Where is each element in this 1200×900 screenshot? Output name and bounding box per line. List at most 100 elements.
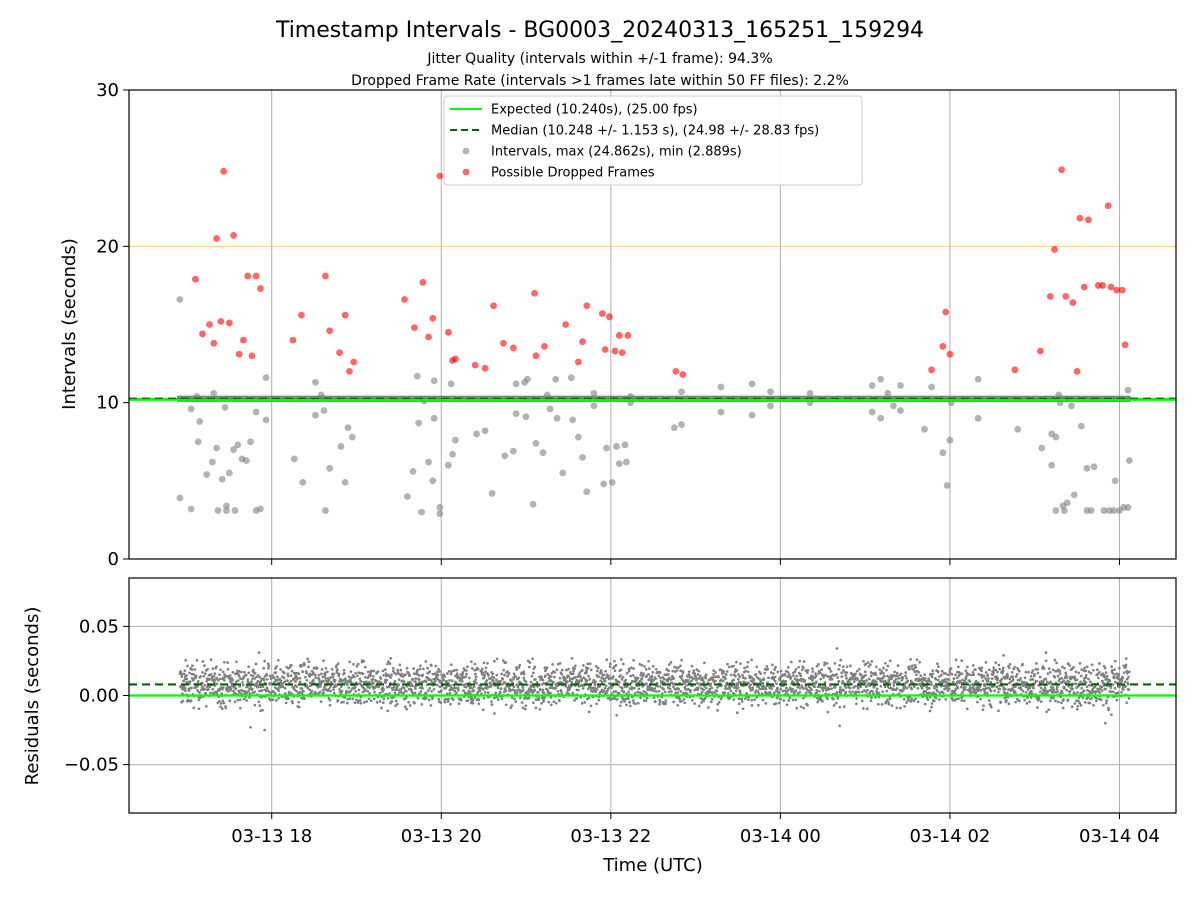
residual-point — [436, 673, 440, 677]
residual-point — [384, 672, 388, 675]
residual-point — [823, 661, 827, 665]
residual-point — [1014, 700, 1018, 704]
residual-point — [191, 678, 195, 682]
residual-point — [856, 678, 859, 682]
residual-point — [266, 688, 269, 692]
interval-point — [943, 482, 951, 489]
residual-point — [354, 671, 357, 675]
residual-point — [524, 680, 528, 683]
residual-point — [762, 678, 766, 681]
residual-point — [1078, 701, 1082, 705]
residual-point — [895, 706, 899, 710]
residual-point — [874, 673, 878, 677]
residual-point — [887, 680, 891, 684]
residual-point — [498, 691, 502, 694]
residual-point — [800, 668, 804, 672]
residual-point — [866, 688, 869, 692]
residual-point — [381, 701, 385, 705]
residual-point — [1118, 685, 1121, 688]
residual-point — [652, 696, 656, 700]
dropped-frame-point — [1121, 341, 1129, 349]
residual-point — [738, 675, 742, 679]
x-tick-label: 03-14 04 — [1079, 826, 1160, 847]
residual-point — [558, 662, 562, 665]
residual-point — [702, 688, 705, 692]
interval-point — [1068, 402, 1075, 410]
residual-point — [839, 691, 842, 695]
residual-point — [940, 669, 944, 673]
residual-point — [855, 702, 858, 706]
residual-point — [1117, 673, 1121, 676]
residual-point — [188, 680, 192, 683]
residual-point — [654, 667, 658, 671]
residual-point — [305, 671, 308, 675]
dropped-frame-point — [240, 336, 247, 344]
residual-point — [987, 699, 991, 702]
residual-point — [626, 685, 629, 688]
residual-point — [914, 665, 917, 669]
residual-point — [1013, 666, 1016, 669]
residual-point — [343, 696, 347, 699]
residual-point — [275, 699, 278, 702]
interval-point — [320, 407, 328, 414]
residual-point — [904, 674, 907, 678]
residual-point — [1060, 677, 1064, 680]
residual-point — [830, 687, 833, 691]
residual-point — [1001, 666, 1005, 670]
residual-point — [662, 677, 666, 681]
residual-point — [957, 665, 960, 669]
dropped-frame-point — [1104, 202, 1112, 210]
residual-point — [1125, 677, 1129, 681]
residual-point — [532, 685, 536, 689]
residual-point — [954, 673, 958, 677]
residual-point — [552, 700, 556, 704]
residual-point — [312, 678, 315, 682]
residual-point — [708, 690, 712, 694]
residual-point — [685, 683, 689, 687]
residual-point — [830, 677, 834, 681]
residual-point — [1046, 690, 1050, 694]
residual-point — [554, 701, 558, 705]
residual-point — [244, 673, 248, 677]
residual-point — [849, 664, 852, 668]
residual-point — [721, 679, 725, 683]
residual-point — [844, 674, 848, 677]
residual-point — [866, 661, 870, 664]
residual-point — [501, 677, 505, 681]
residual-point — [222, 660, 226, 664]
residual-outlier-point — [1044, 651, 1048, 654]
residual-point — [464, 675, 468, 679]
residual-point — [1113, 659, 1117, 663]
dropped-frame-point — [192, 275, 199, 283]
residual-point — [451, 698, 455, 701]
residual-point — [724, 677, 727, 681]
residual-point — [246, 678, 250, 681]
residual-point — [703, 697, 707, 700]
residual-point — [880, 670, 884, 673]
residual-point — [184, 689, 187, 693]
residual-point — [643, 665, 646, 668]
residual-point — [414, 687, 417, 690]
residual-point — [237, 669, 241, 673]
residual-point — [792, 674, 795, 677]
residual-point — [191, 664, 194, 668]
residual-point — [865, 679, 868, 682]
residual-point — [944, 672, 948, 675]
residual-point — [324, 676, 327, 680]
interval-point — [176, 296, 184, 303]
residual-point — [459, 698, 463, 702]
residual-point — [715, 689, 719, 693]
dropped-frame-point — [429, 314, 437, 322]
residual-point — [1098, 662, 1101, 665]
residual-point — [1076, 691, 1079, 694]
dropped-frame-point — [322, 272, 329, 280]
residual-point — [632, 686, 636, 690]
residual-point — [536, 691, 540, 694]
residual-point — [804, 691, 808, 695]
residual-point — [902, 687, 906, 690]
residual-point — [634, 702, 637, 706]
residual-point — [527, 665, 531, 669]
residual-point — [250, 680, 253, 683]
residual-point — [515, 668, 519, 671]
residual-point — [1044, 677, 1048, 681]
